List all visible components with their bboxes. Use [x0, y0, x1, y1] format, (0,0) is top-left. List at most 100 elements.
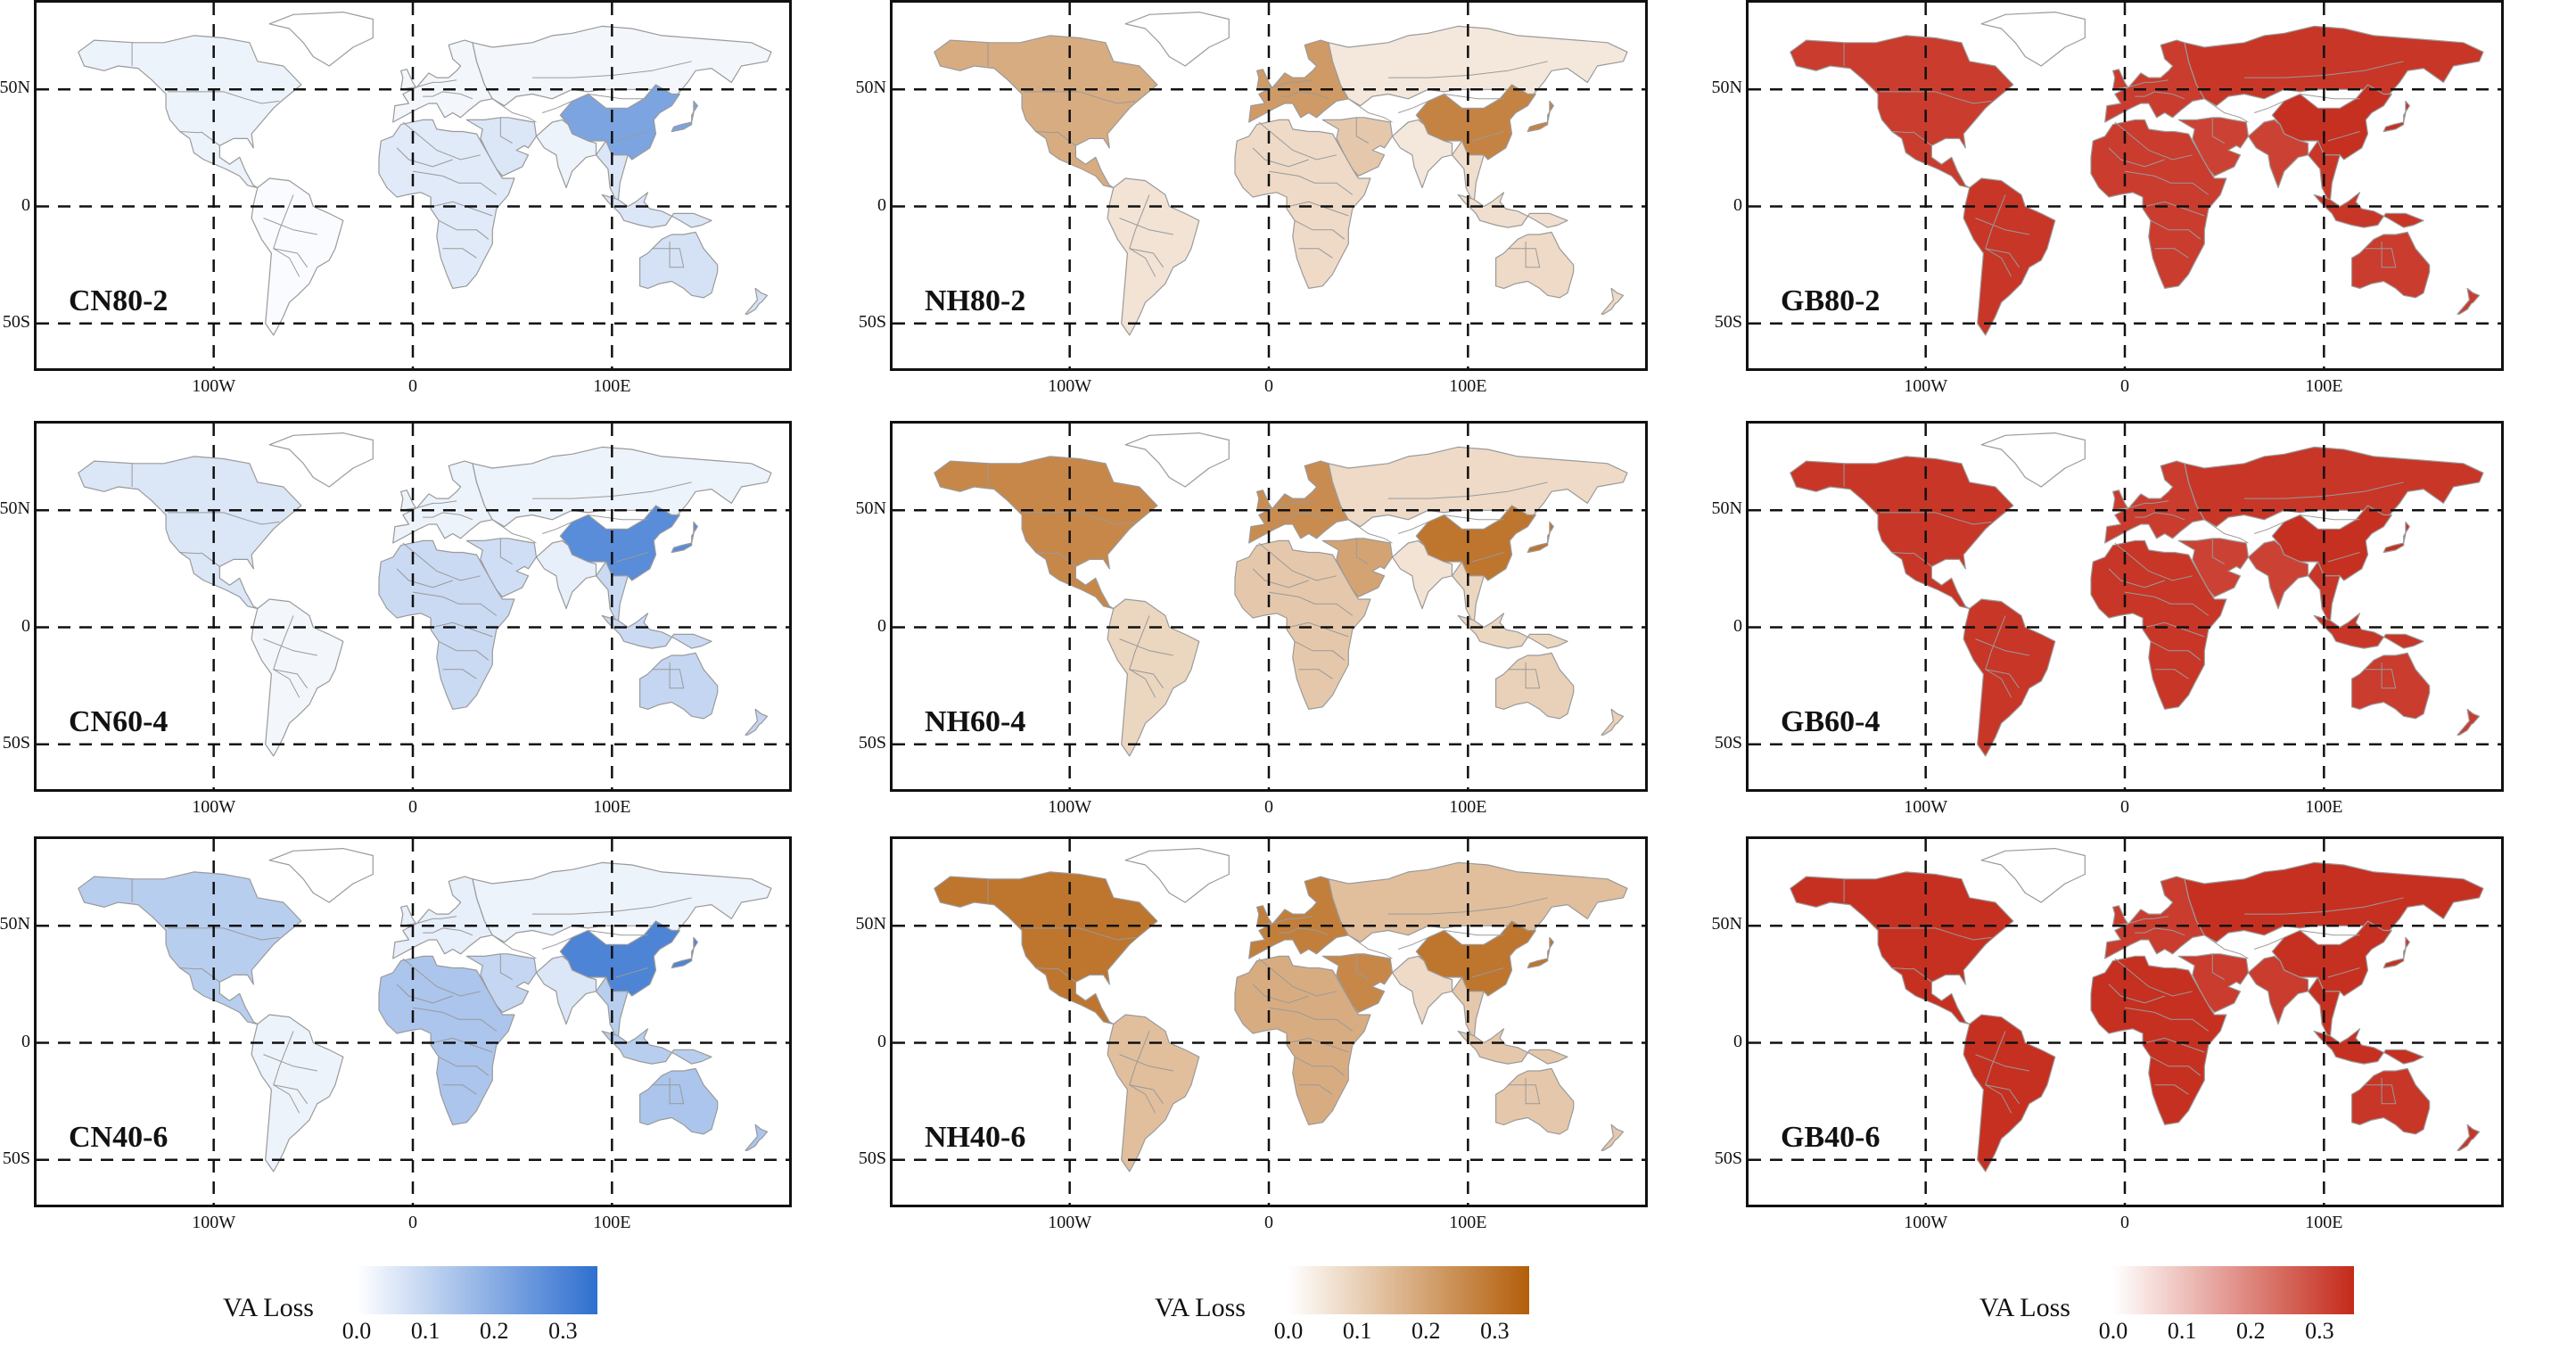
country-border [1268, 170, 1354, 195]
y-tick-label: 0 [1733, 194, 1742, 215]
country-border [1508, 662, 1541, 689]
country-border [1975, 1054, 2029, 1072]
region-uk [2112, 69, 2128, 90]
country-border [2364, 241, 2397, 268]
legend-tick: 0.2 [2236, 1318, 2266, 1344]
x-tick-label: 0 [1264, 797, 1273, 817]
colorbar [1288, 1266, 1529, 1314]
country-border [273, 669, 309, 689]
country-border [2150, 219, 2202, 240]
country-border [1294, 640, 1346, 661]
country-border [2128, 916, 2169, 925]
country-border [2254, 936, 2284, 950]
region-eu [392, 460, 493, 544]
country-border [1258, 958, 1337, 997]
region-nz [2457, 287, 2481, 315]
x-tick-label: 0 [408, 1213, 417, 1232]
country-border [1279, 927, 1329, 936]
country-border [2211, 117, 2225, 144]
country-border [1272, 500, 1313, 509]
region-sa [1107, 1014, 1200, 1173]
country-border [492, 519, 537, 544]
country-border [2254, 521, 2284, 534]
country-border [2300, 514, 2360, 521]
region-russia [2184, 25, 2484, 107]
country-border [2144, 621, 2205, 638]
country-border [1508, 1077, 1541, 1105]
world-map [893, 424, 1645, 789]
region-greenland [1124, 432, 1230, 488]
map-panel-cn40-6: CN40-6 [34, 836, 792, 1207]
country-border [1119, 1054, 1173, 1072]
country-border [1252, 147, 1309, 168]
region-russia [1328, 861, 1628, 943]
country-border [412, 591, 498, 616]
x-tick-label: 100W [1048, 797, 1092, 817]
x-tick-label: 0 [1264, 376, 1273, 396]
country-border [615, 967, 648, 978]
x-tick-label: 100W [192, 376, 236, 396]
country-border [2204, 934, 2249, 959]
world-map [893, 839, 1645, 1205]
country-border [2124, 170, 2210, 195]
country-border [1288, 621, 1349, 638]
world-map [1749, 839, 2501, 1205]
region-indonesia [2313, 613, 2424, 649]
region-china [1415, 505, 1536, 581]
country-border [2327, 967, 2360, 978]
country-border [396, 147, 453, 168]
x-tick-label: 100W [192, 1213, 236, 1232]
country-border [1880, 91, 1992, 104]
y-tick-label: 50N [855, 914, 886, 934]
region-russia [1328, 25, 1628, 107]
region-sa [251, 598, 344, 757]
panel-label: CN40-6 [69, 1121, 169, 1154]
x-tick-label: 0 [2120, 1213, 2129, 1232]
country-border [1298, 1084, 1333, 1095]
country-border [652, 662, 685, 689]
region-russia [472, 25, 772, 107]
region-nz [1601, 708, 1625, 736]
region-indonesia [1457, 192, 1568, 228]
region-china [1415, 920, 1536, 997]
region-uk [400, 490, 416, 511]
legend-title: VA Loss [1979, 1293, 2070, 1322]
country-border [1024, 91, 1136, 104]
y-tick-label: 50N [1711, 78, 1742, 98]
country-border [2254, 100, 2284, 113]
country-border [438, 219, 490, 240]
country-border [588, 514, 648, 521]
region-sea [595, 976, 629, 1041]
region-nz [1601, 287, 1625, 315]
y-tick-label: 50S [2, 732, 30, 753]
country-border [1348, 519, 1393, 544]
country-border [588, 930, 648, 936]
x-tick-label: 0 [1264, 1213, 1273, 1232]
panel-label: NH80-2 [925, 284, 1026, 317]
country-border [2327, 131, 2360, 142]
x-tick-label: 100E [593, 797, 631, 817]
country-border [416, 79, 457, 88]
country-border [1880, 512, 1992, 525]
country-border [1035, 967, 1076, 983]
region-greenland [268, 432, 374, 488]
region-indonesia [1457, 613, 1568, 649]
region-indonesia [601, 613, 712, 649]
region-sa [251, 177, 344, 336]
panel-label: CN80-2 [69, 284, 169, 317]
country-border [1119, 638, 1173, 656]
country-border [1035, 131, 1076, 146]
y-tick-label: 0 [877, 615, 886, 636]
country-border [1129, 194, 1156, 277]
y-tick-label: 50N [855, 78, 886, 98]
legend-tick: 0.3 [1480, 1318, 1510, 1344]
region-japan [671, 521, 699, 554]
country-border [442, 1084, 477, 1095]
region-eu [1248, 876, 1349, 959]
region-sea [595, 561, 629, 626]
panel-label: GB60-4 [1781, 705, 1881, 738]
country-border [438, 640, 490, 661]
country-border [2144, 1037, 2205, 1053]
region-eu [2104, 876, 2205, 959]
x-tick-label: 100E [593, 1213, 631, 1232]
